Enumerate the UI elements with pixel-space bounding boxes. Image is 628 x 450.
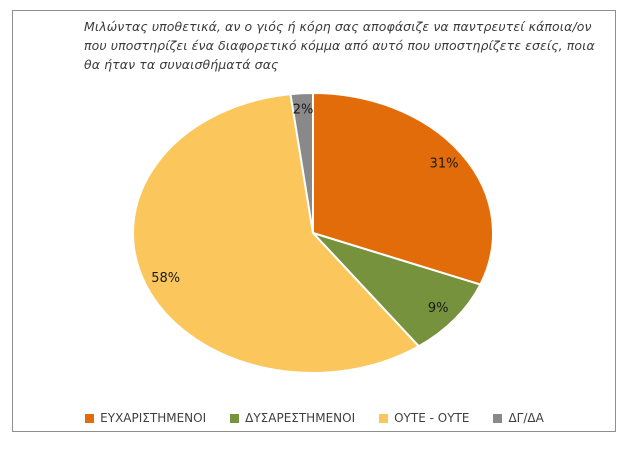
chart-legend: ΕΥΧΑΡΙΣΤΗΜΕΝΟΙ ΔΥΣΑΡΕΣΤΗΜΕΝΟΙ ΟΥΤΕ - ΟΥΤΕ Δ… bbox=[13, 407, 616, 429]
pie-slice-3 bbox=[132, 93, 420, 374]
legend-swatch-icon bbox=[493, 413, 503, 423]
chart-title: Μιλώντας υποθετικά, αν ο γιός ή κόρη σας… bbox=[84, 17, 595, 74]
legend-label: ΔΓ/ΔΑ bbox=[508, 411, 544, 425]
pie-slice-4 bbox=[289, 91, 314, 234]
legend-item-3: ΟΥΤΕ - ΟΥΤΕ bbox=[379, 411, 469, 425]
legend-item-2: ΔΥΣΑΡΕΣΤΗΜΕΝΟΙ bbox=[230, 411, 355, 425]
legend-item-4: ΔΓ/ΔΑ bbox=[493, 411, 544, 425]
legend-label: ΔΥΣΑΡΕΣΤΗΜΕΝΟΙ bbox=[245, 411, 356, 425]
chart-title-line-1: Μιλώντας υποθετικά, αν ο γιός ή κόρη σας… bbox=[84, 19, 592, 34]
slice-data-label-3: 58% bbox=[151, 271, 180, 286]
chart-title-line-3: θα ήταν τα συναισθήματά σας bbox=[84, 57, 279, 72]
legend-item-1: ΕΥΧΑΡΙΣΤΗΜΕΝΟΙ bbox=[85, 411, 206, 425]
legend-label: ΟΥΤΕ - ΟΥΤΕ bbox=[394, 411, 470, 425]
pie-slice-1 bbox=[312, 92, 494, 286]
pie-slice-2 bbox=[312, 232, 482, 348]
legend-label: ΕΥΧΑΡΙΣΤΗΜΕΝΟΙ bbox=[100, 411, 207, 425]
slice-data-label-4: 2% bbox=[293, 103, 314, 118]
chart-title-line-2: που υποστηρίζει ένα διαφορετικό κόμμα απ… bbox=[84, 38, 595, 53]
legend-swatch-icon bbox=[230, 413, 240, 423]
legend-swatch-icon bbox=[85, 413, 95, 423]
legend-swatch-icon bbox=[379, 413, 389, 423]
slice-data-label-2: 9% bbox=[428, 301, 449, 316]
slice-data-label-1: 31% bbox=[430, 156, 459, 171]
